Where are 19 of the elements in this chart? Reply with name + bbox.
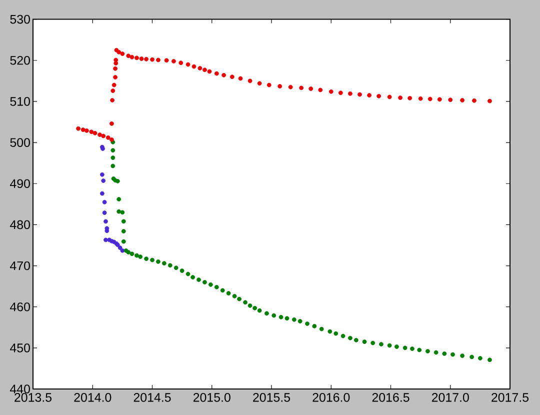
y-tick-label: 450 bbox=[10, 344, 30, 352]
x-tick-label: 2016.0 bbox=[312, 393, 350, 402]
y-tick-label: 460 bbox=[10, 302, 30, 312]
y-tick-label: 440 bbox=[10, 384, 30, 394]
y-tick-label: 480 bbox=[10, 220, 30, 230]
x-tick-label: 2014.5 bbox=[134, 393, 171, 402]
x-tick-label: 2016.5 bbox=[372, 393, 410, 402]
y-tick-label: 470 bbox=[10, 261, 30, 270]
y-tick-label: 510 bbox=[10, 97, 30, 106]
x-tick-label: 2017.5 bbox=[492, 393, 529, 402]
x-tick-label: 2017.0 bbox=[432, 393, 469, 402]
x-tick-label: 2015.5 bbox=[253, 393, 290, 402]
y-tick-label: 530 bbox=[10, 14, 30, 24]
y-tick-label: 520 bbox=[10, 56, 30, 65]
x-tick-label: 2014.0 bbox=[74, 393, 112, 402]
y-tick-label: 490 bbox=[10, 179, 30, 188]
x-tick-label: 2013.5 bbox=[14, 393, 52, 402]
x-tick-label: 2015.0 bbox=[193, 393, 230, 402]
y-tick-label: 500 bbox=[10, 138, 30, 147]
